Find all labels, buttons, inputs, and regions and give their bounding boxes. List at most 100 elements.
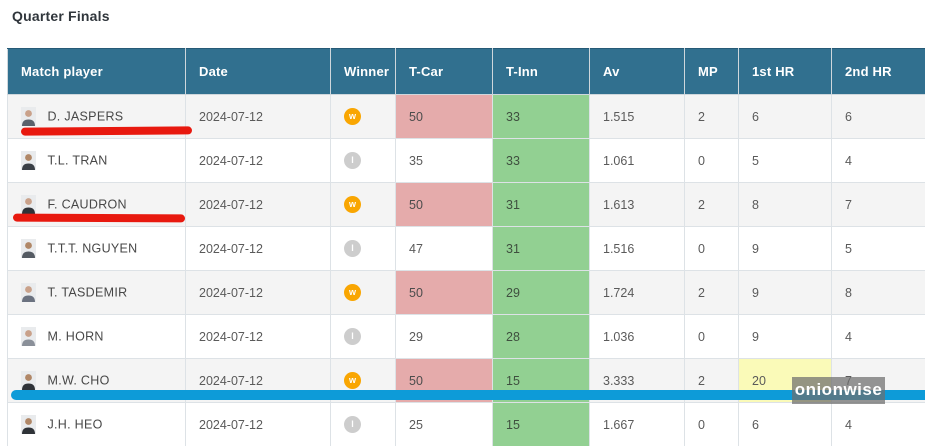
hr2-cell: 6 [831,94,925,139]
col-header-match-player: Match player [7,48,186,95]
player-name: D. JASPERS [47,109,124,124]
hr1-cell: 9 [738,270,832,315]
col-header-1st-hr: 1st HR [738,48,832,95]
player-avatar-icon [21,371,36,390]
winner-cell: w [330,94,396,139]
winner-cell: l [330,314,396,359]
results-table-wrap: Match player Date Winner T-Car T-Inn Av … [7,48,925,446]
hr1-cell: 6 [738,94,832,139]
mp-cell: 2 [684,270,739,315]
red-underline-annotation [20,126,193,136]
player-cell: T. TASDEMIR [7,270,186,315]
col-header-av: Av [589,48,685,95]
results-table: Match player Date Winner T-Car T-Inn Av … [7,48,925,446]
col-header-date: Date [185,48,331,95]
player-name: F. CAUDRON [47,197,127,212]
tcar-cell: 50 [395,270,493,315]
av-cell: 1.613 [589,182,685,227]
tcar-cell: 29 [395,314,493,359]
tcar-cell: 50 [395,182,493,227]
hr2-cell: 5 [831,226,925,271]
winner-badge: w [344,284,361,301]
player-name: M. HORN [47,329,104,344]
mp-cell: 0 [684,402,739,446]
player-avatar-icon [21,283,36,302]
mp-cell: 2 [684,94,739,139]
tcar-cell: 50 [395,94,493,139]
player-avatar-icon [21,327,36,346]
tinn-cell: 31 [492,226,590,271]
hr1-cell: 9 [738,314,832,359]
page-title: Quarter Finals [12,8,110,24]
player-cell: T.T.T. NGUYEN [7,226,186,271]
tinn-cell: 29 [492,270,590,315]
col-header-t-inn: T-Inn [492,48,590,95]
player-avatar-icon [21,239,36,258]
hr1-cell: 8 [738,182,832,227]
player-name: M.W. CHO [47,373,110,388]
col-header-mp: MP [684,48,739,95]
player-name: J.H. HEO [47,417,103,432]
date-cell: 2024-07-12 [185,314,331,359]
date-cell: 2024-07-12 [185,182,331,227]
date-cell: 2024-07-12 [185,138,331,183]
tcar-cell: 35 [395,138,493,183]
mp-cell: 2 [684,182,739,227]
col-header-2nd-hr: 2nd HR [831,48,925,95]
blue-bar-annotation [11,390,925,400]
winner-badge: w [344,108,361,125]
tinn-cell: 28 [492,314,590,359]
player-avatar-icon [21,415,36,434]
player-avatar-icon [21,195,36,214]
hr2-cell: 7 [831,182,925,227]
player-name: T.L. TRAN [47,153,108,168]
header-row: Match player Date Winner T-Car T-Inn Av … [7,48,925,95]
date-cell: 2024-07-12 [185,226,331,271]
av-cell: 1.061 [589,138,685,183]
hr1-cell: 9 [738,226,832,271]
hr2-cell: 4 [831,138,925,183]
player-name: T. TASDEMIR [47,285,128,300]
winner-badge: w [344,196,361,213]
player-avatar-icon [21,107,36,126]
winner-cell: w [330,270,396,315]
table-row: T. TASDEMIR 2024-07-12 w 50 29 1.724 2 9… [7,270,925,315]
tinn-cell: 33 [492,94,590,139]
player-avatar-icon [21,151,36,170]
player-cell: J.H. HEO [7,402,186,446]
hr1-cell: 6 [738,402,832,446]
av-cell: 1.516 [589,226,685,271]
tinn-cell: 33 [492,138,590,183]
loser-badge: l [344,328,361,345]
player-name: T.T.T. NGUYEN [47,241,138,256]
table-row: J.H. HEO 2024-07-12 l 25 15 1.667 0 6 4 [7,402,925,446]
red-underline-annotation [12,213,186,223]
winner-cell: l [330,402,396,446]
col-header-winner: Winner [330,48,396,95]
av-cell: 1.036 [589,314,685,359]
player-cell: T.L. TRAN [7,138,186,183]
hr2-cell: 4 [831,314,925,359]
winner-badge: w [344,372,361,389]
av-cell: 1.724 [589,270,685,315]
player-cell: M. HORN [7,314,186,359]
table-row: T.L. TRAN 2024-07-12 l 35 33 1.061 0 5 4 [7,138,925,183]
hr1-cell: 5 [738,138,832,183]
mp-cell: 0 [684,138,739,183]
loser-badge: l [344,416,361,433]
mp-cell: 0 [684,314,739,359]
hr2-cell: 4 [831,402,925,446]
tcar-cell: 47 [395,226,493,271]
table-row: M. HORN 2024-07-12 l 29 28 1.036 0 9 4 [7,314,925,359]
mp-cell: 0 [684,226,739,271]
hr2-cell: 8 [831,270,925,315]
date-cell: 2024-07-12 [185,94,331,139]
loser-badge: l [344,152,361,169]
winner-cell: l [330,226,396,271]
winner-cell: w [330,182,396,227]
av-cell: 1.515 [589,94,685,139]
col-header-t-car: T-Car [395,48,493,95]
tcar-cell: 25 [395,402,493,446]
table-row: F. CAUDRON 2024-07-12 w 50 31 1.613 2 8 … [7,182,925,227]
